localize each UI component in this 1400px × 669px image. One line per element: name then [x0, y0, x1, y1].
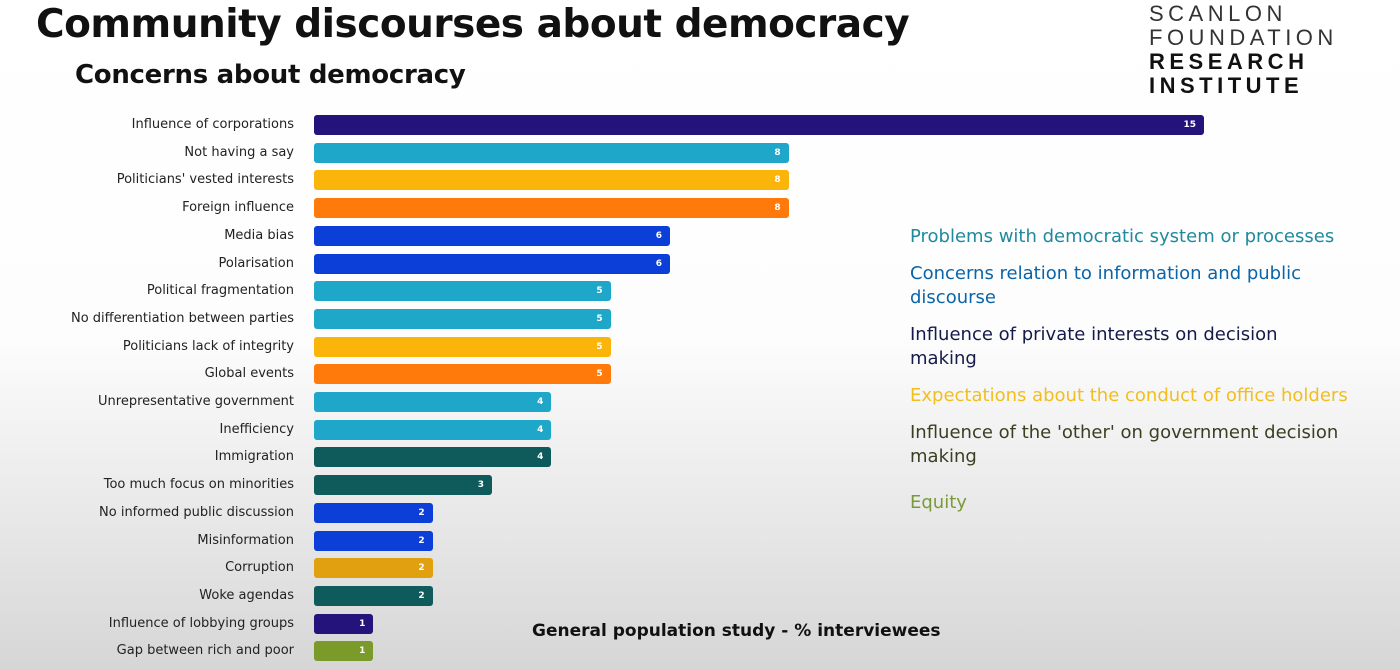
category-label: Political fragmentation: [146, 283, 294, 299]
data-label: 8: [774, 203, 781, 214]
bar: 2: [314, 502, 433, 523]
category-label: Influence of corporations: [131, 117, 294, 132]
data-label: 6: [655, 258, 662, 269]
bar: 2: [314, 558, 433, 579]
legend-entry: Influence of the 'other' on government d…: [910, 422, 1339, 467]
bar: 4: [314, 392, 552, 412]
bar: 1: [314, 613, 374, 634]
legend-entry: Equity: [910, 492, 967, 513]
legend-entry: Influence of private interests on decisi…: [910, 324, 1278, 369]
category-label: Politicians' vested interests: [116, 172, 294, 188]
category-label: Gap between rich and poor: [116, 643, 294, 659]
data-label: 4: [537, 452, 544, 463]
bar: 4: [314, 447, 552, 468]
bar: 15: [314, 115, 1204, 135]
data-label: 5: [596, 286, 603, 297]
category-label: Foreign influence: [182, 200, 294, 216]
legend-entry: Concerns relation to information and pub…: [910, 263, 1302, 308]
bar: 8: [314, 198, 789, 219]
category-label: Inefficiency: [219, 421, 294, 437]
category-label: Polarisation: [218, 255, 294, 271]
logo-line: RESEARCH: [1149, 49, 1309, 74]
category-label: Corruption: [225, 560, 294, 576]
bar: 2: [314, 530, 433, 551]
category-label: Woke agendas: [199, 587, 294, 603]
data-label: 15: [1183, 120, 1196, 130]
data-label: 6: [655, 230, 662, 241]
data-label: 8: [774, 147, 781, 158]
data-label: 4: [537, 397, 544, 407]
bar: 5: [314, 308, 611, 329]
bar: 6: [314, 225, 670, 246]
category-label: No informed public discussion: [99, 504, 294, 520]
data-label: 4: [537, 424, 544, 435]
bar: 8: [314, 142, 789, 163]
data-label: 5: [596, 313, 603, 324]
bar: 3: [314, 475, 492, 496]
data-label: 3: [477, 480, 484, 491]
data-label: 5: [596, 341, 603, 352]
data-label: 1: [359, 646, 366, 657]
category-label: Influence of lobbying groups: [108, 615, 294, 631]
category-label: Global events: [204, 366, 294, 382]
chart-title: Concerns about democracy: [75, 60, 466, 90]
bar: 1: [314, 641, 374, 662]
bar: 6: [314, 253, 670, 274]
category-label: Immigration: [214, 449, 294, 465]
data-label: 8: [774, 175, 781, 186]
data-label: 2: [418, 535, 425, 546]
bar: 2: [314, 585, 433, 606]
legend: Problems with democratic system or proce…: [910, 225, 1350, 528]
category-label: Not having a say: [184, 144, 294, 160]
data-label: 2: [418, 590, 425, 601]
category-label: Politicians lack of integrity: [122, 338, 294, 354]
page-title: Community discourses about democracy: [36, 2, 910, 47]
category-label: Media bias: [224, 227, 294, 243]
category-label: Unrepresentative government: [98, 394, 294, 409]
scanlon-logo: SCANLON FOUNDATION RESEARCH INSTITUTE: [1149, 2, 1338, 98]
category-label: Misinformation: [197, 532, 294, 548]
data-label: 2: [418, 507, 425, 518]
logo-line: SCANLON: [1149, 1, 1287, 26]
data-label: 1: [359, 618, 366, 629]
chart-note: General population study - % interviewee…: [532, 621, 941, 641]
bar: 8: [314, 170, 789, 191]
bar: 5: [314, 336, 611, 357]
legend-entry: Problems with democratic system or proce…: [910, 226, 1335, 247]
bar: 5: [314, 281, 611, 302]
legend-entry: Expectations about the conduct of office…: [910, 385, 1348, 406]
bar: 5: [314, 364, 611, 385]
bar: 4: [314, 419, 552, 440]
category-label: Too much focus on minorities: [103, 477, 294, 493]
logo-line: INSTITUTE: [1149, 73, 1304, 98]
data-label: 5: [596, 369, 603, 380]
data-label: 2: [418, 563, 425, 574]
category-label: No differentiation between parties: [70, 310, 294, 326]
logo-line: FOUNDATION: [1149, 25, 1338, 50]
